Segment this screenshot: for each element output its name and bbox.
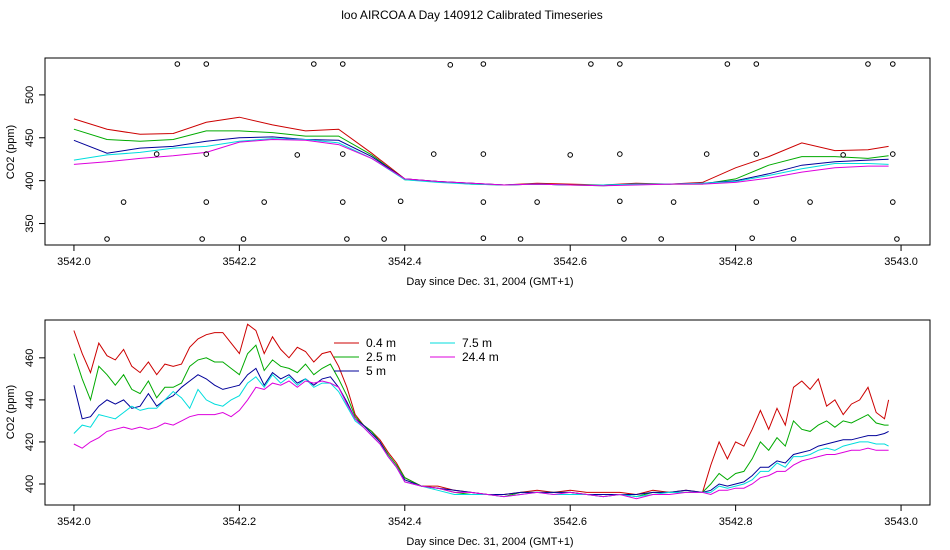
top-marker-point [480,235,487,241]
top-series-line-24-4-m [73,138,889,187]
legend-label-2-5-m: 2.5 m [366,350,396,364]
bottom-y-tick-label: 460 [24,349,36,367]
top-marker-point [894,236,900,242]
bottom-x-axis: 3542.0 3542.2 3542.4 3542.6 3542.8 3543.0 [57,505,918,528]
legend: 0.4 m2.5 m5 m 7.5 m24.4 m [334,336,499,378]
top-marker-point [104,236,110,242]
bottom-series-lines [73,323,890,500]
top-marker-point [724,61,731,67]
chart-title: loo AIRCOA A Day 140912 Calibrated Times… [341,8,602,22]
bottom-x-tick-label: 3542.8 [719,516,753,528]
top-marker-point [534,199,540,205]
top-marker-point [658,236,664,242]
top-marker-point [203,151,210,157]
top-marker-point [588,61,594,67]
top-series-lines [73,116,889,187]
bottom-y-tick-label: 420 [24,433,36,451]
top-marker-point [567,152,574,158]
top-marker-point [807,199,813,205]
top-marker-point [203,199,210,205]
bottom-series-line-7-5-m [73,373,889,498]
top-marker-point [294,152,301,158]
top-marker-point [311,61,317,67]
top-marker-point [153,151,160,157]
top-marker-point [617,151,623,157]
top-marker-point [447,62,454,68]
top-marker-point [889,61,896,67]
top-marker-point [749,235,755,241]
legend-label-7-5-m: 7.5 m [462,336,492,350]
top-marker-point [840,152,846,158]
top-marker-point [430,151,437,157]
top-marker-point [240,236,247,242]
top-x-axis: 3542.0 3542.2 3542.4 3542.6 3542.8 3543.0 [57,245,918,268]
top-plot-frame [44,57,931,246]
bottom-x-tick-label: 3542.6 [553,516,587,528]
top-marker-point [174,61,181,67]
bottom-plot-frame [44,319,931,506]
top-marker-point [753,61,760,67]
top-marker-point [617,61,623,67]
top-y-tick-label: 350 [24,214,36,232]
top-marker-point [703,151,710,157]
top-marker-point [670,199,677,205]
top-series-line-0-4-m [73,116,889,186]
bottom-x-tick-label: 3542.4 [388,516,422,528]
top-marker-point [617,198,623,205]
top-x-tick-label: 3543.0 [884,256,918,268]
top-x-tick-label: 3542.4 [388,256,422,268]
top-y-axis: 350 400 450 500 [24,86,45,233]
top-marker-point [381,236,387,242]
top-marker-point [480,151,487,157]
top-plot: 3542.0 3542.2 3542.4 3542.6 3542.8 3543.0 350… [5,57,931,288]
top-y-tick-label: 500 [24,86,36,104]
bottom-x-tick-label: 3543.0 [884,516,918,528]
top-y-tick-label: 450 [24,129,36,147]
top-marker-point [120,199,127,205]
top-marker-point [344,236,350,242]
top-marker-point [339,199,346,205]
top-series-line-5-m [73,136,889,186]
bottom-y-tick-label: 400 [24,475,36,493]
top-marker-point [889,151,896,157]
bottom-y-axis: 400 420 440 460 [24,349,45,493]
top-marker-point [199,236,205,242]
top-marker-point [203,61,210,67]
top-x-tick-label: 3542.0 [57,256,91,268]
legend-label-0-4-m: 0.4 m [366,336,396,350]
bottom-y-tick-label: 440 [24,391,36,409]
legend-label-24-4-m: 24.4 m [462,350,499,364]
bottom-plot: 3542.0 3542.2 3542.4 3542.6 3542.8 3543.0 400… [5,319,931,548]
top-marker-point [517,236,524,242]
top-marker-point [339,151,346,157]
top-marker-point [261,199,267,205]
top-marker-point [753,199,760,205]
top-marker-point [889,199,896,205]
top-x-tick-label: 3542.6 [553,256,587,268]
bottom-x-axis-label: Day since Dec. 31, 2004 (GMT+1) [406,536,573,548]
bottom-y-axis-label: CO2 (ppm) [5,385,17,439]
top-marker-point [480,199,487,205]
top-marker-point [790,236,797,242]
top-marker-point [397,198,404,205]
top-marker-point [339,61,346,67]
top-markers [104,61,900,242]
legend-label-5-m: 5 m [366,364,386,378]
bottom-x-tick-label: 3542.2 [223,516,257,528]
bottom-x-tick-label: 3542.0 [57,516,91,528]
top-marker-point [865,61,871,67]
bottom-series-line-24-4-m [73,380,889,500]
bottom-series-line-5-m [73,367,889,495]
top-x-tick-label: 3542.2 [223,256,257,268]
bottom-series-line-2-5-m [73,344,889,498]
top-x-axis-label: Day since Dec. 31, 2004 (GMT+1) [406,276,573,288]
top-y-axis-label: CO2 (ppm) [5,125,17,179]
top-x-tick-label: 3542.8 [719,256,753,268]
top-y-tick-label: 400 [24,171,36,189]
top-marker-point [753,151,760,157]
top-marker-point [480,61,487,67]
top-marker-point [621,236,627,242]
